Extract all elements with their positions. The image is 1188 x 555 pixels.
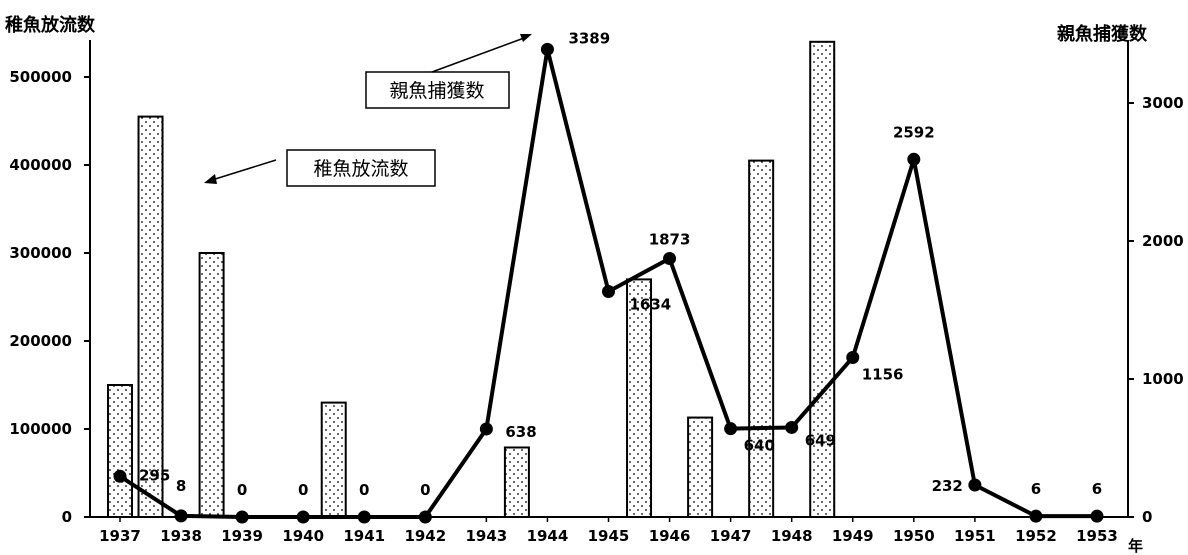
data-label: 6 <box>1031 480 1041 498</box>
bar <box>503 446 530 519</box>
data-label: 1873 <box>649 231 691 249</box>
x-tick-label: 1945 <box>588 527 630 545</box>
left-tick-label: 200000 <box>9 332 72 350</box>
annotation-line-arrowhead <box>520 34 532 42</box>
line-point <box>724 422 738 436</box>
line-point <box>418 510 432 524</box>
right-tick-label: 1000 <box>1142 370 1184 388</box>
data-label: 0 <box>298 481 308 499</box>
right-tick-label: 3000 <box>1142 94 1184 112</box>
left-tick-label: 400000 <box>9 156 72 174</box>
data-label: 232 <box>932 477 963 495</box>
annotation-bars-arrowhead <box>204 174 217 184</box>
line-point <box>602 285 615 299</box>
right-tick-label: 2000 <box>1142 232 1184 250</box>
x-tick-label: 1943 <box>466 527 508 545</box>
x-tick-label: 1946 <box>649 527 691 545</box>
x-tick-label: 1950 <box>893 527 935 545</box>
line-point <box>663 252 677 266</box>
line-point <box>479 422 493 436</box>
line-point <box>846 350 860 364</box>
data-label: 2592 <box>893 123 935 141</box>
annotation-box-bars <box>286 149 436 187</box>
line-point <box>296 510 310 524</box>
x-tick-label: 1937 <box>99 527 141 545</box>
x-tick-label: 1942 <box>404 527 446 545</box>
bar <box>107 384 133 518</box>
annotation-line-pointer <box>431 37 525 73</box>
x-tick-label: 1940 <box>282 527 324 545</box>
line-point <box>907 152 921 166</box>
x-tick-label: 1941 <box>343 527 385 545</box>
axes-layer: 0100000200000300000400000500000010002000… <box>5 14 1184 555</box>
x-tick-label: 1938 <box>160 527 202 545</box>
left-tick-label: 500000 <box>9 68 72 86</box>
data-label: 0 <box>237 481 247 499</box>
right-axis-title: 親魚捕獲数 <box>1057 23 1148 45</box>
data-label: 295 <box>139 466 170 484</box>
annotation-bars-pointer <box>211 159 277 181</box>
bar <box>320 401 347 519</box>
line-series <box>118 47 1097 519</box>
data-label: 0 <box>359 481 369 499</box>
x-tick-label: 1948 <box>771 527 813 545</box>
data-label: 640 <box>744 437 775 455</box>
x-tick-label: 1944 <box>527 527 569 545</box>
left-tick-label: 0 <box>62 508 72 526</box>
x-axis-title: 年 <box>1128 537 1143 555</box>
line-point <box>113 469 127 483</box>
data-label: 3389 <box>568 29 610 47</box>
bars-layer <box>107 40 836 519</box>
x-tick-label: 1952 <box>1015 527 1057 545</box>
line-point <box>540 42 554 56</box>
annotation-line-label: 親魚捕獲数 <box>389 80 484 102</box>
annotation-bars-label: 稚魚放流数 <box>313 158 408 180</box>
left-tick-label: 100000 <box>9 420 72 438</box>
x-tick-label: 1949 <box>832 527 874 545</box>
annotation-box-line <box>365 71 510 109</box>
data-label: 638 <box>505 423 536 441</box>
line-point <box>1029 509 1043 523</box>
left-tick-label: 300000 <box>9 244 72 262</box>
x-tick-label: 1947 <box>710 527 752 545</box>
line-point <box>235 510 249 524</box>
right-tick-label: 0 <box>1142 508 1152 526</box>
line-point <box>785 420 799 434</box>
data-label: 0 <box>420 481 430 499</box>
line-point <box>1090 509 1104 523</box>
bar <box>626 278 653 518</box>
bar <box>137 115 164 518</box>
left-axis-title: 稚魚放流数 <box>5 14 96 36</box>
line-point <box>174 509 188 523</box>
data-label: 1634 <box>630 296 672 314</box>
data-label: 1156 <box>862 365 904 383</box>
bar <box>687 416 714 518</box>
bar <box>748 159 775 518</box>
line-point <box>968 478 982 492</box>
data-label: 8 <box>176 477 186 495</box>
data-label: 6 <box>1092 480 1102 498</box>
x-tick-label: 1951 <box>954 527 996 545</box>
line-layer <box>113 42 1104 524</box>
x-tick-label: 1939 <box>221 527 263 545</box>
x-tick-label: 1953 <box>1076 527 1118 545</box>
data-label: 649 <box>805 431 836 449</box>
bar <box>198 252 225 518</box>
line-point <box>357 510 371 524</box>
labels-layer: 295 8 0 0 0 0 638 3389 1634 1873 640 649 1156 2592 232… <box>139 29 1102 499</box>
